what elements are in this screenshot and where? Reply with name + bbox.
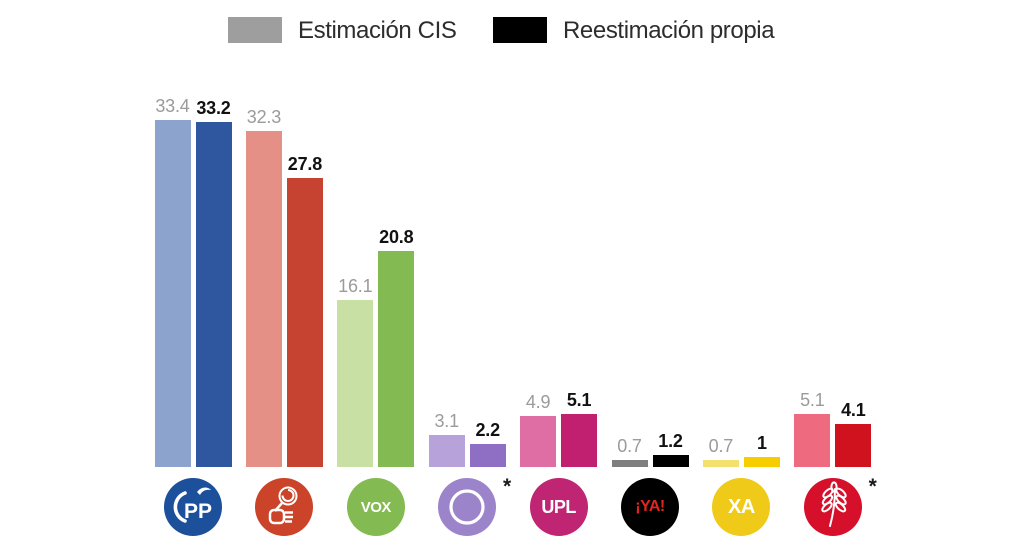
bar-group-xa: 0.7 1 XA (702, 0, 780, 546)
bar-column-upl-propia: 5.1 (561, 390, 598, 467)
bar-pair-pp: 33.4 33.2 (154, 96, 232, 467)
legend-swatch-cis (228, 17, 282, 43)
bar-column-pp-cis: 33.4 (154, 96, 191, 467)
bar-xa-cis (702, 460, 739, 467)
ya-logo: ¡YA! (621, 478, 679, 536)
bar-pair-purple-ring: 3.1 2.2 (428, 411, 506, 467)
bar-psoe-rose-propia (286, 178, 323, 467)
bar-column-xa-propia: 1 (743, 433, 780, 467)
value-label-pp-cis: 33.4 (155, 96, 190, 116)
bar-column-vox-propia: 20.8 (378, 227, 415, 467)
bar-pair-vox: 16.1 20.8 (337, 227, 415, 467)
value-label-vox-propia: 20.8 (379, 227, 414, 247)
bar-group-wheat: 5.1 4.1 * (794, 0, 877, 546)
bar-xa-propia (743, 457, 780, 467)
bar-group-soria-ya: 0.7 1.2 ¡YA! (611, 0, 689, 546)
value-label-xa-cis: 0.7 (708, 436, 734, 456)
bar-psoe-rose-cis (245, 131, 282, 467)
bar-column-soria-ya-cis: 0.7 (611, 436, 648, 467)
value-label-psoe-rose-propia: 27.8 (287, 154, 322, 174)
upl-logo: UPL (529, 478, 588, 536)
bar-pair-xa: 0.7 1 (702, 433, 780, 467)
xa-logo: XA (712, 478, 771, 536)
legend-label-propia: Reestimación propia (563, 17, 775, 44)
bar-column-wheat-propia: 4.1 (835, 400, 872, 467)
bar-group-purple-ring: 3.1 2.2 * (428, 0, 511, 546)
bar-group-psoe-rose: 32.3 27.8 (245, 0, 323, 546)
bar-pp-propia (195, 122, 232, 467)
bar-pp-cis (154, 120, 191, 467)
bar-soria-ya-propia (652, 455, 689, 467)
bar-pair-upl: 4.9 5.1 (520, 390, 598, 467)
bar-column-wheat-cis: 5.1 (794, 390, 831, 467)
bar-soria-ya-cis (611, 460, 648, 467)
vox-logo: VOX (346, 478, 405, 536)
wheat-ear-logo: * (803, 475, 877, 536)
asterisk-footnote-purple-ring: * (503, 475, 512, 498)
value-label-wheat-cis: 5.1 (800, 390, 825, 410)
bar-group-upl: 4.9 5.1 UPL (520, 0, 598, 546)
bar-column-psoe-rose-propia: 27.8 (286, 154, 323, 467)
xa-logo-text: XA (727, 496, 755, 518)
svg-text:PP: PP (184, 500, 212, 523)
value-label-psoe-rose-cis: 32.3 (246, 107, 281, 127)
legend-label-cis: Estimación CIS (298, 17, 457, 44)
bar-column-pp-propia: 33.2 (195, 98, 232, 467)
bar-group-pp: 33.4 33.2 PP (154, 0, 232, 546)
value-label-pp-propia: 33.2 (196, 98, 231, 118)
asterisk-footnote-wheat: * (868, 475, 877, 498)
value-label-upl-cis: 4.9 (525, 392, 551, 412)
bar-upl-propia (561, 414, 598, 467)
bar-column-xa-cis: 0.7 (702, 436, 739, 467)
bar-column-vox-cis: 16.1 (337, 276, 374, 467)
bar-group-vox: 16.1 20.8 VOX (337, 0, 415, 546)
bar-pair-psoe-rose: 32.3 27.8 (245, 107, 323, 467)
bar-pair-soria-ya: 0.7 1.2 (611, 431, 689, 467)
value-label-xa-propia: 1 (756, 433, 767, 453)
bar-purple-ring-propia (469, 444, 506, 467)
bar-column-purple-ring-cis: 3.1 (428, 411, 465, 467)
fist-and-rose-logo (255, 478, 314, 536)
bar-wheat-cis (794, 414, 831, 467)
purple-ring-logo: * (438, 475, 511, 536)
bar-vox-cis (337, 300, 374, 467)
ya-logo-text: ¡YA! (635, 498, 665, 515)
value-label-purple-ring-cis: 3.1 (434, 411, 459, 431)
bar-column-psoe-rose-cis: 32.3 (245, 107, 282, 467)
pp-gaviota-logo: PP (164, 478, 222, 536)
bar-purple-ring-cis (428, 435, 465, 467)
vox-logo-text: VOX (360, 498, 392, 516)
legend-swatch-propia (493, 17, 547, 43)
bar-column-purple-ring-propia: 2.2 (469, 420, 506, 467)
bar-pair-wheat: 5.1 4.1 (794, 390, 872, 467)
value-label-vox-cis: 16.1 (338, 276, 373, 296)
bar-upl-cis (520, 416, 557, 467)
value-label-soria-ya-cis: 0.7 (617, 436, 642, 456)
value-label-wheat-propia: 4.1 (841, 400, 866, 420)
value-label-upl-propia: 5.1 (566, 390, 592, 410)
bar-wheat-propia (835, 424, 872, 467)
value-label-soria-ya-propia: 1.2 (658, 431, 683, 451)
bar-vox-propia (378, 251, 415, 467)
upl-logo-text: UPL (541, 497, 576, 517)
value-label-purple-ring-propia: 2.2 (475, 420, 500, 440)
bar-column-soria-ya-propia: 1.2 (652, 431, 689, 467)
bar-column-upl-cis: 4.9 (520, 392, 557, 467)
